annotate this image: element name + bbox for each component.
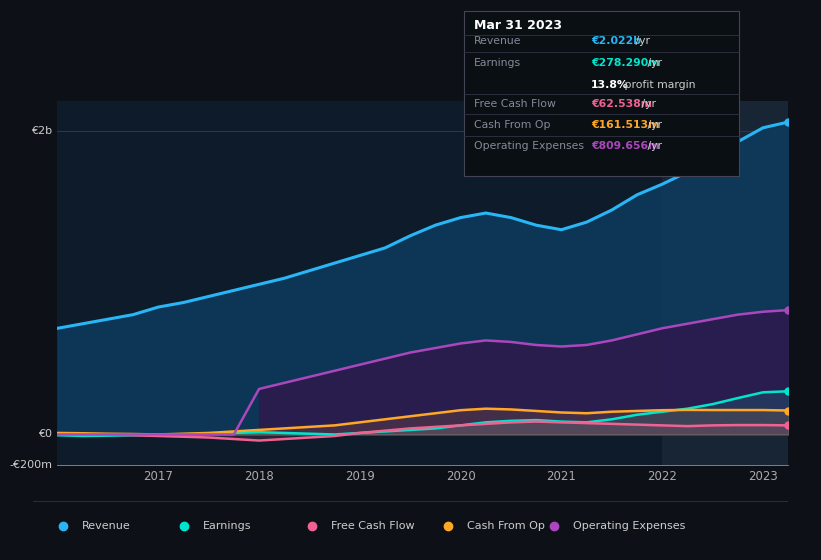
Text: €161.513m: €161.513m (591, 120, 659, 130)
Text: /yr: /yr (644, 141, 663, 151)
Text: €278.290m: €278.290m (591, 58, 659, 68)
Text: Earnings: Earnings (203, 521, 251, 531)
Text: €2.022b: €2.022b (591, 36, 641, 46)
Text: Mar 31 2023: Mar 31 2023 (474, 18, 562, 32)
Text: Revenue: Revenue (474, 36, 521, 46)
Text: /yr: /yr (644, 120, 663, 130)
Text: Free Cash Flow: Free Cash Flow (331, 521, 415, 531)
Text: profit margin: profit margin (621, 80, 695, 90)
Text: /yr: /yr (639, 99, 657, 109)
Text: Cash From Op: Cash From Op (474, 120, 550, 130)
Text: €0: €0 (39, 430, 53, 440)
Text: Earnings: Earnings (474, 58, 521, 68)
Text: Operating Expenses: Operating Expenses (573, 521, 686, 531)
Text: €2b: €2b (31, 126, 53, 136)
Text: €62.538m: €62.538m (591, 99, 652, 109)
Text: Free Cash Flow: Free Cash Flow (474, 99, 556, 109)
Text: Revenue: Revenue (82, 521, 131, 531)
Text: Operating Expenses: Operating Expenses (474, 141, 584, 151)
Text: -€200m: -€200m (9, 460, 53, 470)
Text: 13.8%: 13.8% (591, 80, 629, 90)
Bar (663, 101, 788, 465)
Text: €809.656m: €809.656m (591, 141, 659, 151)
Text: /yr: /yr (644, 58, 663, 68)
Text: /yr: /yr (632, 36, 650, 46)
Text: Cash From Op: Cash From Op (467, 521, 545, 531)
